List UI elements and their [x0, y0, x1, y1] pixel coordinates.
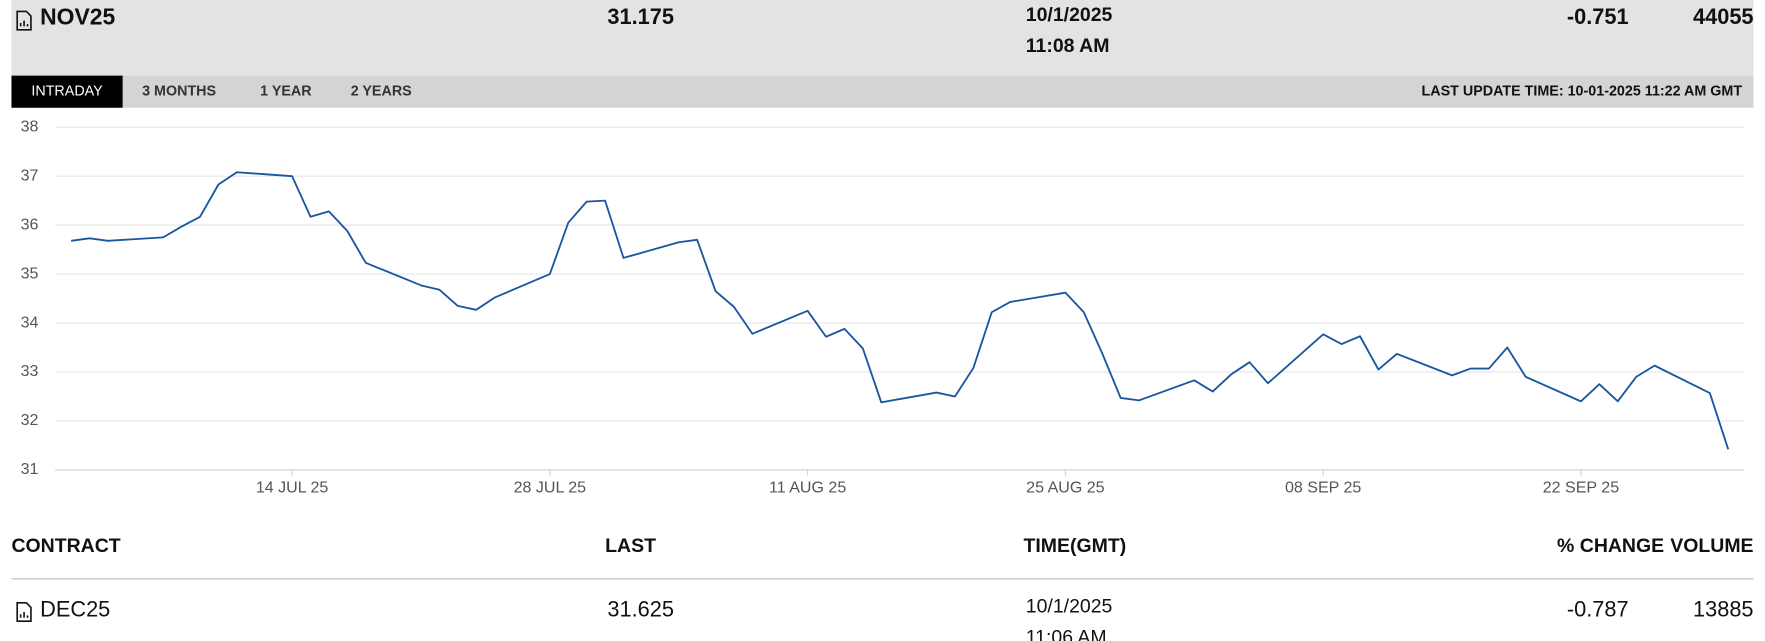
time: 11:06 AM: [1026, 627, 1107, 641]
tab[interactable]: 3 MONTHS: [142, 83, 216, 99]
last: 31.625: [607, 597, 674, 622]
last: 31.175: [607, 4, 674, 29]
time: 11:08 AM: [1026, 35, 1110, 57]
y-tick-label: 35: [21, 264, 39, 282]
price-line: [71, 171, 1730, 450]
date: 10/1/2025: [1026, 596, 1113, 618]
header-band: [11, 0, 1754, 76]
y-tick-label: 33: [21, 362, 39, 380]
y-tick-label: 31: [21, 460, 39, 478]
contract-icon: [16, 602, 32, 622]
tab[interactable]: 1 YEAR: [260, 83, 312, 99]
contract[interactable]: DEC25: [40, 597, 110, 622]
active-tab[interactable]: [11, 75, 123, 108]
column-header: % CHANGE: [1557, 535, 1664, 557]
x-tick-label: 14 JUL 25: [256, 478, 329, 496]
column-header: VOLUME: [1670, 535, 1753, 557]
last-update: LAST UPDATE TIME: 10-01-2025 11:22 AM GM…: [1422, 83, 1743, 99]
x-tick-label: 08 SEP 25: [1285, 478, 1361, 496]
contract-icon: [16, 10, 32, 31]
volume: 13885: [1693, 597, 1754, 622]
tab[interactable]: 2 YEARS: [351, 83, 412, 99]
tab-bar: [11, 75, 1754, 108]
y-tick-label: 38: [21, 117, 39, 135]
contract[interactable]: NOV25: [40, 3, 115, 29]
x-tick-label: 11 AUG 25: [769, 478, 846, 496]
y-tick-label: 37: [21, 166, 39, 184]
x-tick-label: 28 JUL 25: [514, 478, 587, 496]
y-tick-label: 36: [21, 215, 39, 233]
column-header: TIME(GMT): [1023, 535, 1126, 557]
date: 10/1/2025: [1026, 4, 1113, 26]
column-header: CONTRACT: [11, 535, 120, 557]
y-tick-label: 34: [21, 313, 39, 331]
column-header: LAST: [605, 535, 656, 557]
change: -0.787: [1567, 597, 1629, 622]
x-tick-label: 22 SEP 25: [1543, 478, 1619, 496]
chart: 31 32 33 34 35 36 37 38 14 JUL 25 28 JUL 25 11 AUG…: [21, 117, 1745, 496]
y-tick-label: 32: [21, 411, 39, 429]
volume: 44055: [1693, 4, 1754, 29]
x-tick-label: 25 AUG 25: [1026, 478, 1105, 496]
change: -0.751: [1567, 4, 1629, 29]
tab[interactable]: INTRADAY: [31, 83, 103, 99]
